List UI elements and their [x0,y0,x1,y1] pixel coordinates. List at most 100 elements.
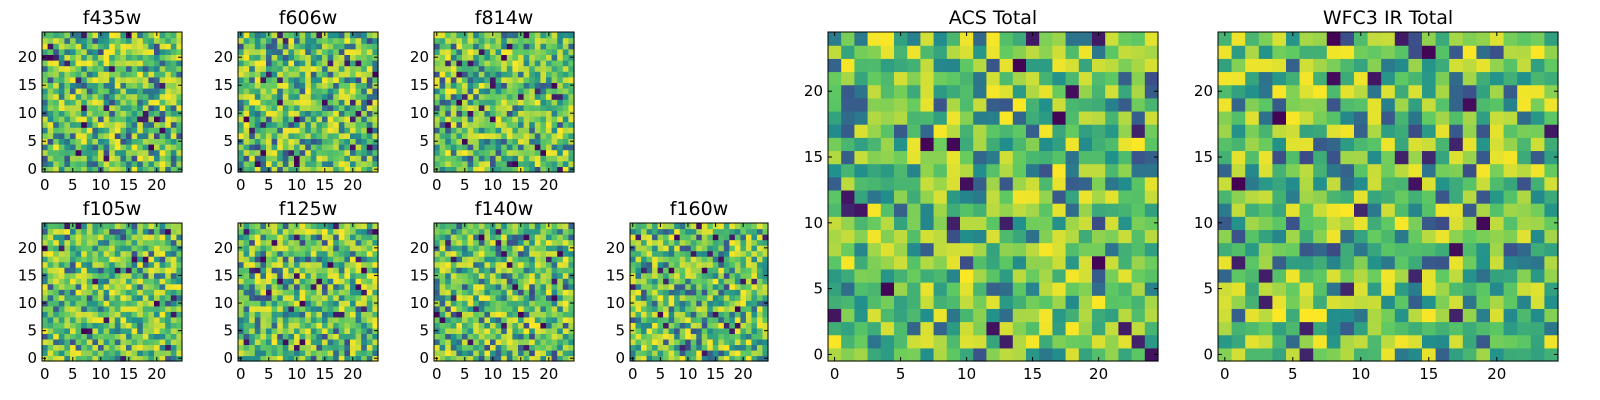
heatmap-cell [310,338,317,346]
heatmap-cell [1039,282,1053,296]
heatmap-cell [64,256,71,263]
heatmap-cell [170,261,177,268]
heatmap-cell [490,155,497,162]
heatmap-cell [434,261,441,268]
heatmap-cell [478,333,485,340]
heatmap-cell [271,355,278,362]
heatmap-cell [86,305,93,312]
heatmap-cell [495,327,502,334]
heatmap-cell [630,289,637,296]
heatmap-cell [322,311,329,318]
heatmap-cell [756,289,764,296]
heatmap-cell [154,88,161,95]
heatmap-cell [546,267,553,274]
heatmap-cell [986,295,1001,309]
heatmap-cell [148,127,155,134]
heatmap-cell [734,223,741,230]
heatmap-cell [154,144,161,151]
heatmap-cell [456,305,463,312]
heatmap-cell [462,250,469,257]
heatmap-cell [762,333,769,340]
heatmap-cell [1039,308,1053,323]
heatmap-cell [506,32,513,39]
heatmap-cell [501,223,508,230]
heatmap-cell [254,37,261,44]
heatmap-cell [288,311,295,318]
heatmap-cell [148,99,155,106]
heatmap-cell [641,333,648,340]
heatmap-cell [679,311,686,318]
heatmap-cell [176,239,183,246]
heatmap-cell [53,300,60,307]
heatmap-cell [344,344,351,351]
heatmap-cell [712,294,719,301]
heatmap-cell [646,316,653,323]
heatmap-cell [1052,321,1067,336]
heatmap-cell [439,245,446,252]
heatmap-cell [316,349,323,357]
heatmap-cell [745,261,753,268]
heatmap-cell [920,255,935,270]
heatmap-cell [344,355,351,362]
heatmap-cell [114,234,121,241]
heatmap-cell [540,283,547,290]
heatmap-cell [534,110,541,117]
heatmap-cell [103,132,110,139]
heatmap-cell [260,239,267,246]
heatmap-cell [696,333,703,340]
heatmap-cell [756,278,764,285]
heatmap-cell [131,245,138,252]
heatmap-cell [663,344,670,351]
heatmap-cell [506,132,513,139]
heatmap-cell [523,144,530,151]
heatmap-cell [305,48,312,55]
heatmap-cell [70,239,77,246]
heatmap-cell [434,316,441,323]
heatmap-cell [114,54,121,61]
heatmap-cell [109,138,116,145]
heatmap-cell [450,76,457,83]
heatmap-cell [635,256,642,263]
heatmap-cell [495,127,502,134]
heatmap-cell [562,283,569,290]
heatmap-cell [546,239,553,246]
heatmap-cell [126,48,133,55]
heatmap-cell [98,60,105,67]
heatmap-cell [679,267,686,274]
heatmap-cell [473,116,480,123]
heatmap-cell [523,99,530,106]
heatmap-cell [305,256,312,263]
heatmap-cell [70,261,77,268]
heatmap-cell [58,355,65,362]
heatmap-cell [288,155,295,162]
heatmap-cell [266,110,273,117]
heatmap-cell [568,316,575,323]
heatmap-cell [142,138,149,145]
heatmap-cell [484,228,491,235]
heatmap-cell [540,322,547,329]
heatmap-cell [450,110,457,117]
heatmap-cell [685,256,692,263]
heatmap-cell [490,116,497,123]
heatmap-cell [260,160,267,167]
heatmap-cell [109,37,116,44]
heatmap-cell [42,65,49,72]
heatmap-cell [690,239,697,246]
heatmap-cell [170,267,177,274]
heatmap-cell [154,65,161,72]
heatmap-cell [64,316,71,323]
heatmap-cell [120,104,127,111]
heatmap-cell [523,338,530,346]
heatmap-cell [920,308,935,323]
y-tick-label: 10 [214,104,233,122]
heatmap-cell [456,267,463,274]
heatmap-cell [53,305,60,312]
heatmap-cell [718,349,725,357]
heatmap-cell [243,300,250,307]
heatmap-cell [529,71,536,78]
x-tick-label: 0 [432,176,442,194]
heatmap-cell [495,289,502,296]
heatmap-cell [98,267,105,274]
heatmap-cell [322,144,329,151]
heatmap-cell [137,223,144,230]
